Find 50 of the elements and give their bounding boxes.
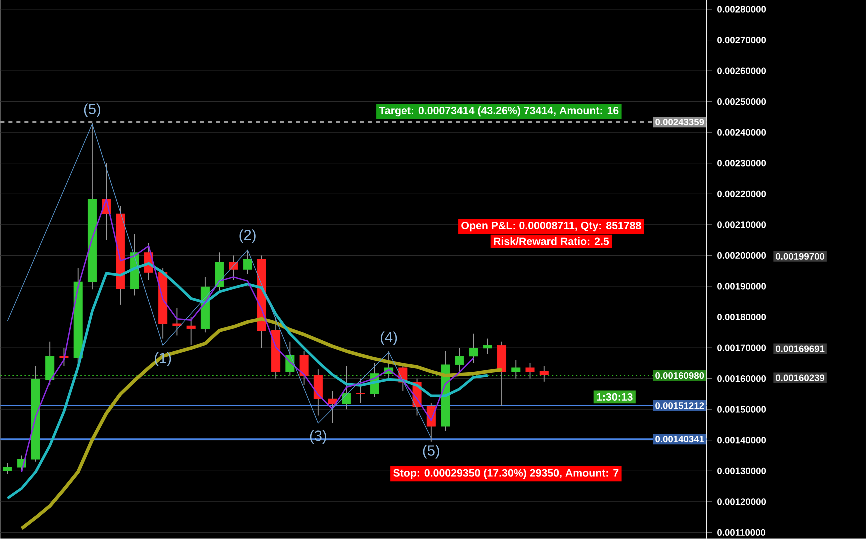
candlestick xyxy=(3,462,12,474)
candlestick xyxy=(483,338,492,354)
candlestick xyxy=(342,366,352,410)
candlestick xyxy=(229,255,238,281)
candlestick xyxy=(469,333,478,364)
y-tick-label: 0.00210000 xyxy=(718,221,766,228)
candlestick xyxy=(186,316,196,346)
annotation: 1:30:13 xyxy=(597,393,633,401)
candlestick xyxy=(314,368,323,416)
y-tick-label: 0.00160000 xyxy=(718,375,766,382)
annotation: Risk/Reward Ratio: 2.5 xyxy=(494,237,610,246)
annotation: (5) xyxy=(84,104,101,118)
annotation: (5) xyxy=(423,444,440,459)
y-tick-label: 0.00180000 xyxy=(718,314,766,320)
y-tick-label: 0.00140000 xyxy=(718,436,766,444)
ref-line-label: 0.00151212 xyxy=(656,402,704,409)
y-tick-label: 0.00110000 xyxy=(718,529,766,536)
annotation: Open P&L: 0.00008711, Qty: 851788 xyxy=(462,222,642,232)
y-tick-label: 0.00280000 xyxy=(718,6,766,13)
annotation: (4) xyxy=(380,332,398,346)
candlestick xyxy=(526,362,535,380)
y-tick-label: 0.00120000 xyxy=(718,498,766,505)
candlestick xyxy=(172,307,182,336)
candlestick xyxy=(300,350,309,386)
annotation: Target: 0.00073414 (43.26%) 73414, Amount: 16 xyxy=(379,106,619,116)
y-tick-label: 0.00220000 xyxy=(718,190,766,198)
annotation: Stop: 0.00029350 (17.30%) 29350, Amount: 7 xyxy=(394,468,619,479)
y-tick-label: 0.00150000 xyxy=(718,406,766,413)
text: 0.00169691 xyxy=(776,345,825,352)
y-tick-label: 0.00250000 xyxy=(718,98,766,105)
candlestick xyxy=(46,341,55,386)
y-tick-label: 0.00230000 xyxy=(718,160,766,166)
text: 0.00160239 xyxy=(776,374,825,382)
y-tick-label: 0.00200000 xyxy=(718,252,766,259)
candlestick xyxy=(455,347,464,373)
text: 0.00199700 xyxy=(776,253,825,260)
y-tick-label: 0.00270000 xyxy=(718,36,766,44)
ref-line-label: 0.00140341 xyxy=(656,436,704,442)
y-tick-label: 0.00260000 xyxy=(718,68,766,74)
y-tick-label: 0.00240000 xyxy=(718,129,766,136)
annotation: (2) xyxy=(240,229,256,244)
candlestick xyxy=(512,360,521,380)
y-tick-label: 0.00130000 xyxy=(718,468,766,474)
candlestick xyxy=(328,390,338,424)
ref-line-label: 0.00243359 xyxy=(656,118,704,126)
candlestick xyxy=(540,366,549,382)
y-tick-label: 0.00170000 xyxy=(718,344,766,352)
ref-line-label: 0.00160980 xyxy=(656,372,704,379)
y-tick-label: 0.00190000 xyxy=(718,282,766,290)
candlestick xyxy=(243,249,252,274)
